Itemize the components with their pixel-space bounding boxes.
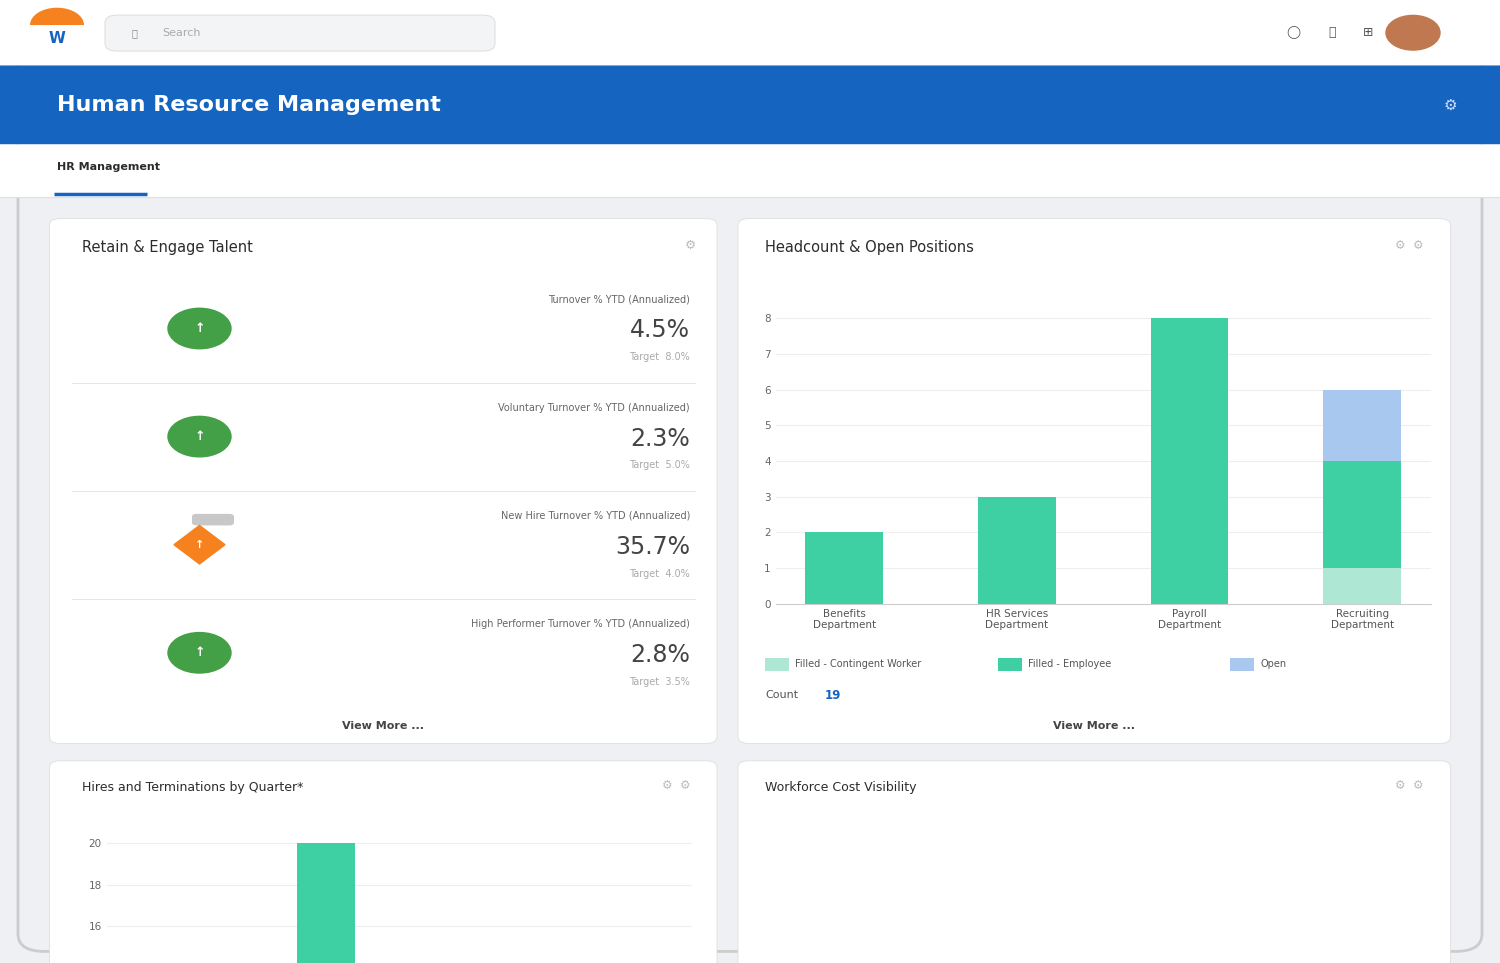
Circle shape: [1386, 15, 1440, 50]
Text: Headcount & Open Positions: Headcount & Open Positions: [765, 240, 974, 255]
Text: 🔔: 🔔: [1329, 26, 1335, 39]
Text: ◯: ◯: [1286, 26, 1300, 39]
FancyBboxPatch shape: [0, 0, 1500, 65]
Polygon shape: [174, 526, 225, 564]
Text: Hires and Terminations by Quarter*: Hires and Terminations by Quarter*: [82, 781, 304, 794]
Bar: [1323, 461, 1401, 568]
Bar: [1150, 319, 1228, 604]
Text: 4.5%: 4.5%: [630, 319, 690, 343]
Text: ↑: ↑: [195, 430, 204, 443]
Text: ↑: ↑: [195, 646, 204, 660]
Text: Open: Open: [1260, 659, 1286, 668]
Text: Human Resource Management: Human Resource Management: [57, 95, 441, 115]
Text: Retain & Engage Talent: Retain & Engage Talent: [82, 240, 254, 255]
Text: ⚙: ⚙: [684, 239, 696, 252]
Bar: [1323, 568, 1401, 604]
Bar: [978, 497, 1056, 604]
Text: ↑: ↑: [195, 539, 204, 550]
Text: Search: Search: [162, 28, 201, 38]
Text: Turnover % YTD (Annualized): Turnover % YTD (Annualized): [548, 295, 690, 304]
Text: ⚙  ⚙: ⚙ ⚙: [662, 779, 690, 793]
Text: High Performer Turnover % YTD (Annualized): High Performer Turnover % YTD (Annualize…: [471, 619, 690, 629]
Text: Target  4.0%: Target 4.0%: [630, 568, 690, 579]
Text: Target  8.0%: Target 8.0%: [630, 352, 690, 362]
Text: ↑: ↑: [195, 322, 204, 335]
Text: W: W: [48, 31, 66, 46]
Bar: [806, 533, 883, 604]
Circle shape: [168, 633, 231, 673]
FancyBboxPatch shape: [998, 658, 1022, 671]
FancyBboxPatch shape: [738, 761, 1450, 963]
Text: Filled - Contingent Worker: Filled - Contingent Worker: [795, 659, 921, 668]
Text: View More ...: View More ...: [342, 721, 424, 731]
Text: Workforce Cost Visibility: Workforce Cost Visibility: [765, 781, 916, 794]
Text: ⚙  ⚙: ⚙ ⚙: [1395, 239, 1423, 252]
FancyBboxPatch shape: [192, 514, 234, 526]
Text: 19: 19: [825, 689, 842, 702]
Text: HR Management: HR Management: [57, 162, 160, 171]
FancyBboxPatch shape: [0, 144, 1500, 197]
Circle shape: [168, 308, 231, 349]
Text: 2.3%: 2.3%: [630, 427, 690, 451]
FancyBboxPatch shape: [50, 219, 717, 743]
Text: Target  5.0%: Target 5.0%: [628, 460, 690, 471]
Text: 🔍: 🔍: [132, 28, 138, 38]
Text: 2.8%: 2.8%: [630, 642, 690, 666]
Bar: [1323, 390, 1401, 461]
Text: ⚙: ⚙: [1443, 97, 1458, 113]
Text: Filled - Employee: Filled - Employee: [1028, 659, 1110, 668]
FancyBboxPatch shape: [0, 65, 1500, 144]
Text: 35.7%: 35.7%: [615, 534, 690, 559]
Text: View More ...: View More ...: [1053, 721, 1136, 731]
Bar: [297, 843, 356, 963]
Text: Target  3.5%: Target 3.5%: [628, 677, 690, 687]
FancyBboxPatch shape: [50, 761, 717, 963]
Text: ⚙  ⚙: ⚙ ⚙: [1395, 779, 1423, 793]
Text: Voluntary Turnover % YTD (Annualized): Voluntary Turnover % YTD (Annualized): [498, 403, 690, 413]
FancyBboxPatch shape: [765, 658, 789, 671]
FancyBboxPatch shape: [738, 219, 1450, 743]
FancyBboxPatch shape: [105, 15, 495, 51]
Text: ⊞: ⊞: [1362, 26, 1374, 39]
Wedge shape: [30, 8, 84, 25]
FancyBboxPatch shape: [1230, 658, 1254, 671]
Text: New Hire Turnover % YTD (Annualized): New Hire Turnover % YTD (Annualized): [501, 510, 690, 521]
Circle shape: [168, 416, 231, 456]
FancyBboxPatch shape: [18, 12, 1482, 951]
Text: Count: Count: [765, 690, 798, 700]
